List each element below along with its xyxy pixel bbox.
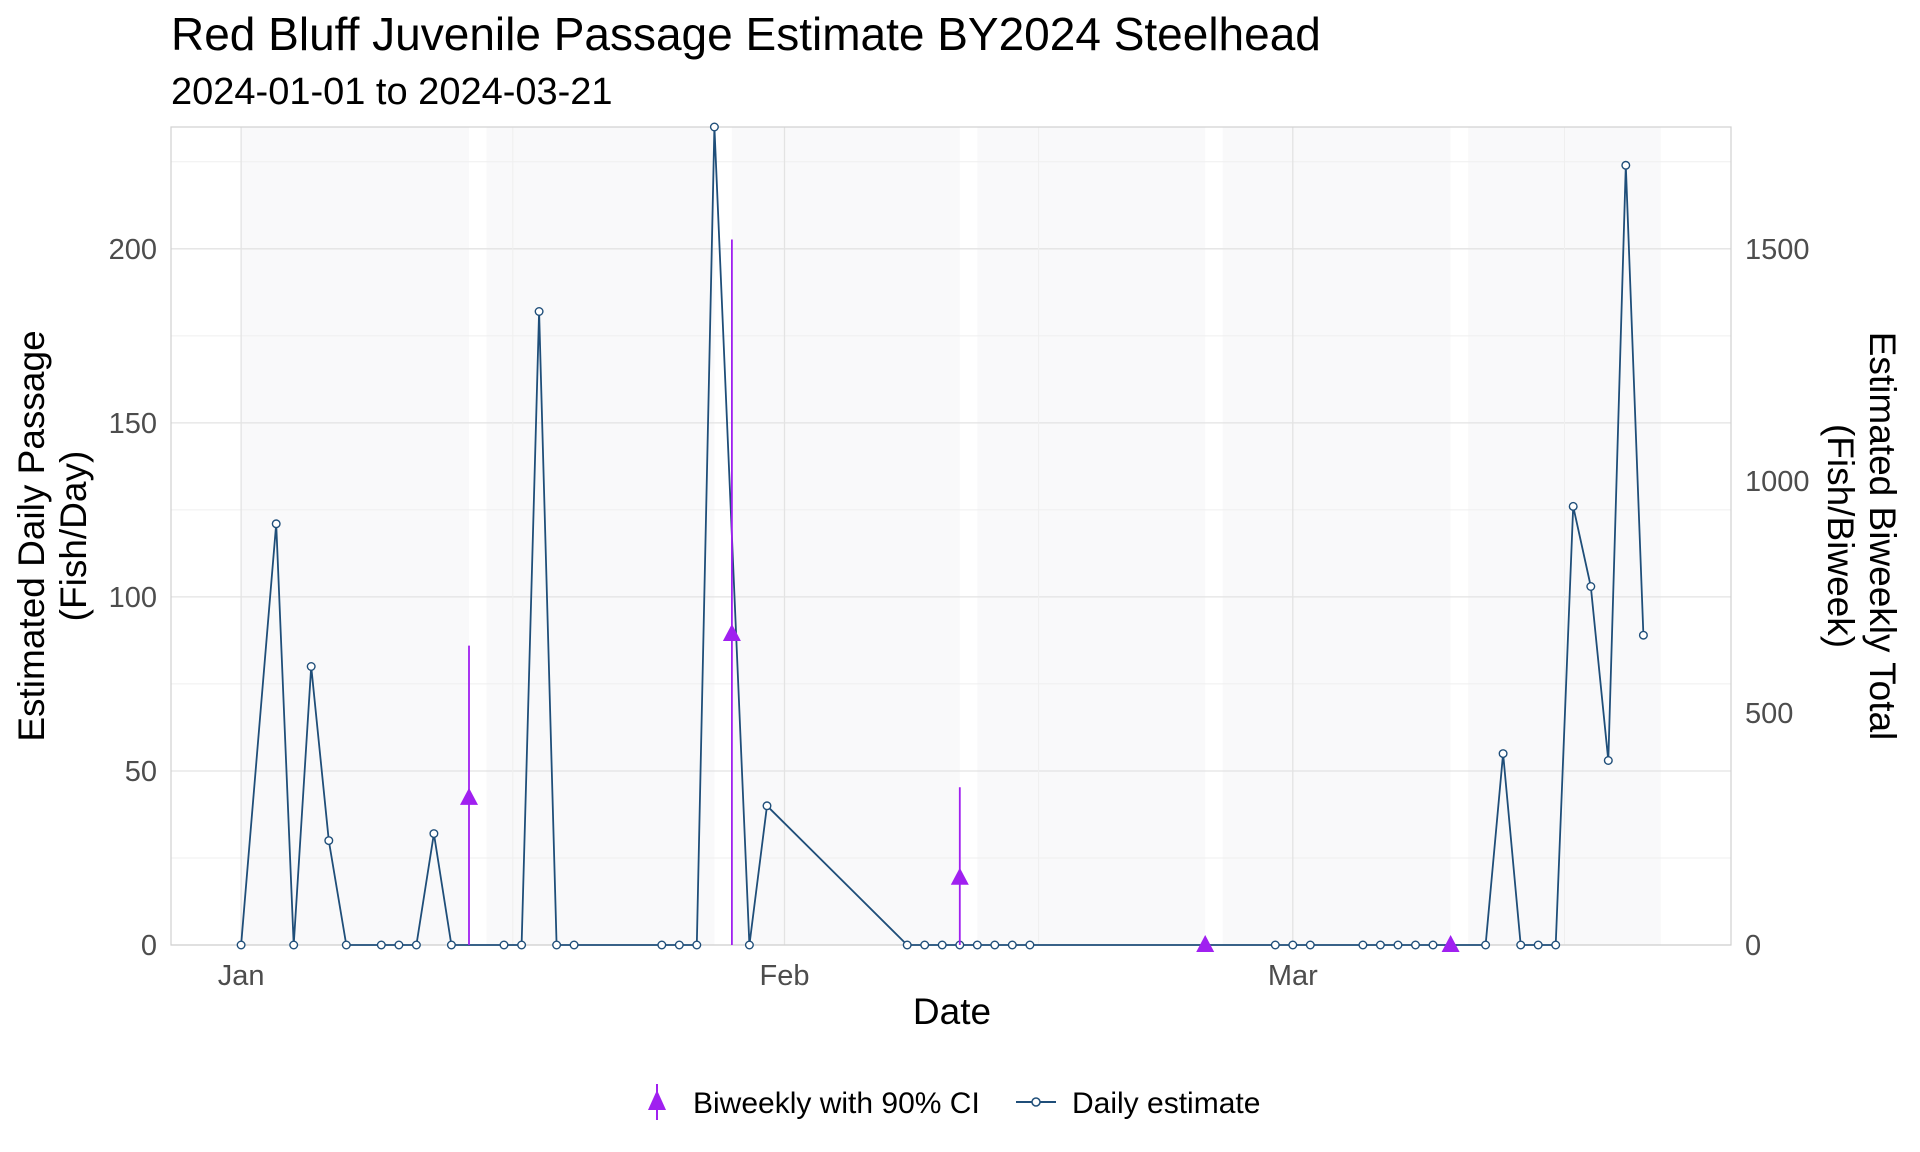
daily-point (289, 940, 299, 950)
x-axis-ticks: Jan Feb Mar (218, 960, 1318, 992)
y-right-tick-label: 500 (1745, 698, 1793, 730)
daily-point (1516, 940, 1526, 950)
daily-point (1410, 940, 1420, 950)
legend-label-daily: Daily estimate (1072, 1087, 1260, 1120)
daily-point (306, 662, 316, 672)
y-axis-right-title: Estimated Biweekly Total (Fish/Biweek) (1820, 332, 1903, 741)
daily-point (762, 801, 772, 811)
daily-point (1428, 940, 1438, 950)
biweekly-point (950, 867, 969, 885)
daily-point (1568, 501, 1578, 511)
y-left-tick-label: 50 (125, 756, 157, 788)
shaded-periods (241, 127, 1661, 945)
daily-point (499, 940, 509, 950)
shaded-period-4 (1222, 127, 1451, 945)
daily-point (1638, 630, 1648, 640)
daily-point (1603, 756, 1613, 766)
chart-title: Red Bluff Juvenile Passage Estimate BY20… (171, 8, 1321, 60)
daily-point (1533, 940, 1543, 950)
y-axis-left-title: Estimated Daily Passage (Fish/Day) (11, 330, 94, 741)
daily-point (990, 940, 1000, 950)
daily-point (902, 940, 912, 950)
biweekly-point (1196, 935, 1215, 952)
y-axis-left-title-line2: (Fish/Day) (53, 451, 94, 622)
y-left-tick-label: 150 (109, 408, 157, 440)
daily-point (1393, 940, 1403, 950)
biweekly-point (722, 624, 741, 641)
daily-point (1270, 940, 1280, 950)
daily-point (692, 940, 702, 950)
daily-point (1358, 940, 1368, 950)
daily-point (517, 940, 527, 950)
daily-point (394, 940, 404, 950)
y-axis-right-ticks: 0 500 1000 1500 (1745, 234, 1810, 962)
shaded-period-0 (241, 127, 469, 945)
daily-point (937, 940, 947, 950)
shaded-period-3 (977, 127, 1206, 945)
x-axis-title: Date (913, 991, 991, 1032)
legend-item-biweekly: Biweekly with 90% CI (648, 1084, 980, 1120)
daily-estimate-series (236, 122, 1648, 950)
daily-point (552, 940, 562, 950)
shaded-period-1 (486, 127, 715, 945)
daily-point (1007, 940, 1017, 950)
biweekly-series (460, 239, 1460, 952)
daily-point (569, 940, 579, 950)
y-axis-left-ticks: 0 50 100 150 200 (109, 234, 157, 962)
legend-daily-marker-icon (1031, 1097, 1041, 1107)
y-right-tick-label: 0 (1745, 930, 1761, 962)
grid (171, 127, 1731, 946)
daily-point (1025, 940, 1035, 950)
y-left-tick-label: 200 (109, 234, 157, 266)
daily-point (324, 836, 334, 846)
daily-point (709, 122, 719, 132)
x-tick-label: Jan (218, 960, 265, 992)
y-axis-right-title-line2: (Fish/Biweek) (1820, 424, 1861, 648)
daily-point (341, 940, 351, 950)
y-axis-right-title-line1: Estimated Biweekly Total (1862, 332, 1903, 741)
daily-point (657, 940, 667, 950)
x-tick-label: Feb (760, 960, 810, 992)
daily-point (271, 519, 281, 529)
y-axis-left-title-line1: Estimated Daily Passage (11, 330, 52, 741)
daily-point (972, 940, 982, 950)
x-tick-label: Mar (1268, 960, 1318, 992)
daily-point (411, 940, 421, 950)
daily-point (429, 829, 439, 839)
daily-point (1498, 749, 1508, 759)
daily-point (236, 940, 246, 950)
daily-point (376, 940, 386, 950)
daily-point (1481, 940, 1491, 950)
y-left-tick-label: 0 (141, 930, 157, 962)
daily-point (1551, 940, 1561, 950)
daily-point (1586, 582, 1596, 592)
y-right-tick-label: 1000 (1745, 466, 1810, 498)
biweekly-point (460, 787, 478, 805)
daily-point (1288, 940, 1298, 950)
shaded-period-2 (731, 127, 960, 945)
daily-point (1305, 940, 1315, 950)
daily-point (446, 940, 456, 950)
chart-subtitle: 2024-01-01 to 2024-03-21 (171, 71, 613, 113)
daily-point (674, 940, 684, 950)
legend-item-daily: Daily estimate (1016, 1087, 1260, 1120)
daily-point (1621, 160, 1631, 170)
daily-point (1375, 940, 1385, 950)
legend-biweekly-triangle-icon (648, 1090, 666, 1110)
daily-point (534, 307, 544, 317)
legend-label-biweekly: Biweekly with 90% CI (693, 1087, 980, 1120)
daily-point (920, 940, 930, 950)
y-left-tick-label: 100 (109, 582, 157, 614)
legend: Biweekly with 90% CI Daily estimate (648, 1084, 1260, 1120)
daily-point (744, 940, 754, 950)
y-right-tick-label: 1500 (1745, 234, 1810, 266)
biweekly-point (1441, 935, 1460, 952)
